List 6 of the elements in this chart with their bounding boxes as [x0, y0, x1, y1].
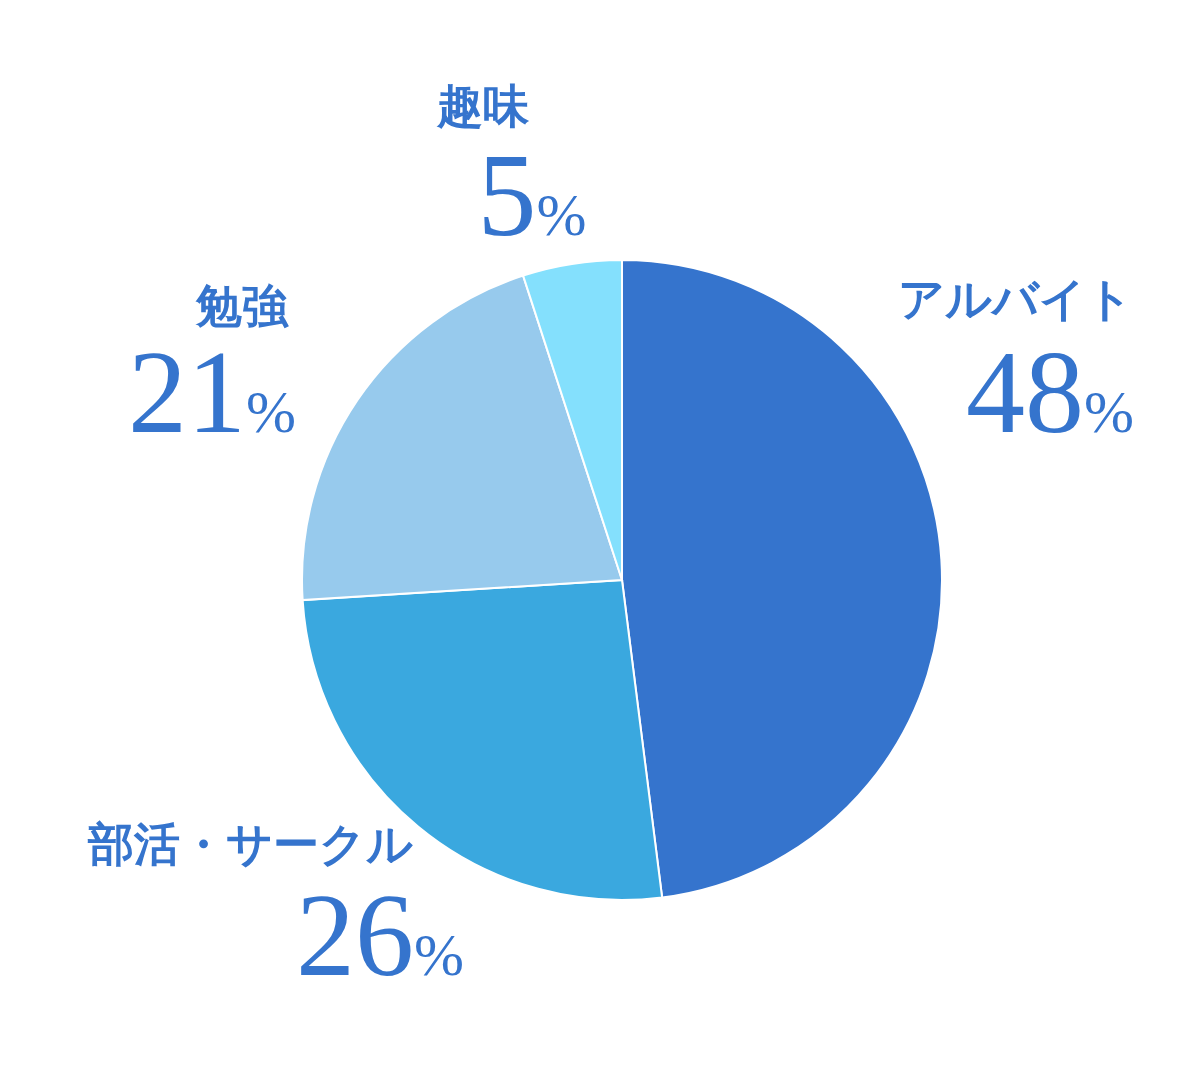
slice-label: アルバイト: [897, 272, 1133, 326]
data-label: 26%: [296, 870, 464, 1001]
data-label: 48%: [966, 327, 1134, 458]
slice-label: 部活・サークル: [86, 817, 413, 871]
slice-label: 趣味: [436, 79, 530, 133]
data-label: 5%: [477, 130, 587, 261]
